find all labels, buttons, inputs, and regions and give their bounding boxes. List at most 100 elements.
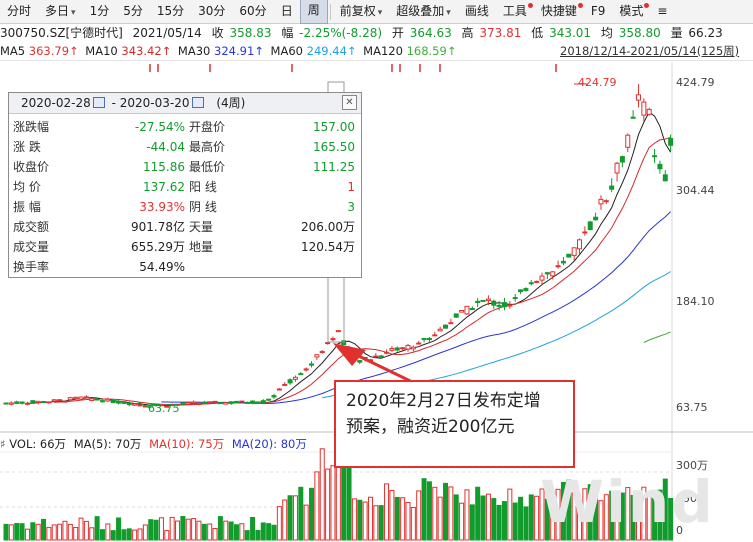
tab-multi-day[interactable]: 多日 ▾ bbox=[38, 0, 83, 23]
low-mark-label: 63.75 bbox=[148, 402, 180, 415]
stat-row: 地量 120.54万 bbox=[189, 237, 355, 257]
candle-body bbox=[287, 379, 293, 384]
candle-body bbox=[325, 342, 331, 345]
end-date[interactable]: 2020-03-20 bbox=[119, 96, 190, 110]
candle-body bbox=[169, 403, 175, 406]
tab-daily[interactable]: 日 bbox=[280, 4, 293, 18]
tab-15min[interactable]: 15分 bbox=[156, 4, 185, 18]
volume-bar bbox=[357, 499, 363, 541]
volume-bar bbox=[480, 495, 486, 541]
volume-bar bbox=[250, 516, 256, 541]
volume-bar bbox=[501, 501, 507, 541]
candle-body bbox=[448, 322, 454, 325]
candle-body bbox=[24, 402, 30, 405]
high-mark-label: 424.79 bbox=[578, 76, 617, 89]
volume-bar bbox=[191, 518, 197, 541]
volume-bar bbox=[389, 489, 395, 541]
candle-body bbox=[239, 400, 245, 403]
f9-button[interactable]: F9 bbox=[590, 4, 606, 18]
calendar-icon[interactable] bbox=[92, 97, 105, 108]
shortcuts-button[interactable]: 快捷键 bbox=[534, 0, 584, 23]
candle-body bbox=[603, 200, 609, 203]
volume-bar bbox=[384, 483, 390, 541]
candle-body bbox=[566, 253, 572, 258]
candle-body bbox=[51, 399, 57, 402]
price-tick: 304.44 bbox=[676, 184, 715, 197]
stat-value: 115.86 bbox=[143, 160, 185, 174]
candle-body bbox=[362, 356, 368, 360]
candle-body bbox=[217, 402, 223, 405]
volume-bar bbox=[185, 518, 191, 541]
volume-bar bbox=[421, 478, 427, 541]
high-label: 高 bbox=[461, 26, 474, 40]
tab-intraday[interactable]: 分时 bbox=[7, 4, 32, 18]
stock-code: 300750.SZ[宁德时代] bbox=[0, 26, 123, 40]
candle-body bbox=[330, 338, 336, 341]
volume-bar bbox=[233, 524, 239, 541]
volume-bar bbox=[201, 523, 207, 541]
candle-body bbox=[469, 308, 475, 311]
vol-expand-icon[interactable]: ♯ bbox=[0, 437, 6, 451]
mode-button[interactable]: 模式 bbox=[612, 0, 650, 23]
volume-bar bbox=[126, 528, 132, 541]
candle-body bbox=[255, 401, 261, 404]
stat-row: 开盘价 157.00 bbox=[189, 117, 355, 137]
candle-body bbox=[175, 403, 181, 406]
draw-line-button[interactable]: 画线 bbox=[464, 4, 489, 18]
tools-label: 工具 bbox=[502, 4, 527, 18]
volume-bar bbox=[30, 522, 36, 541]
close-icon[interactable]: ✕ bbox=[342, 95, 357, 110]
candle-body bbox=[164, 405, 170, 408]
tab-weekly[interactable]: 周 bbox=[299, 0, 328, 24]
tab-30min[interactable]: 30分 bbox=[198, 4, 226, 18]
tab-60min[interactable]: 60分 bbox=[239, 4, 267, 18]
candle-body bbox=[646, 108, 652, 115]
price-tick: 63.75 bbox=[676, 401, 708, 414]
change-value: -2.25%(-8.28) bbox=[299, 26, 383, 40]
volume-bar bbox=[14, 523, 20, 541]
super-overlay-dropdown[interactable]: 超级叠加 ▾ bbox=[389, 0, 458, 23]
super-overlay-label: 超级叠加 bbox=[396, 4, 445, 18]
low-value: 343.01 bbox=[549, 26, 592, 40]
price-tick: 184.10 bbox=[676, 295, 715, 308]
candle-body bbox=[73, 396, 79, 400]
stat-value: -44.04 bbox=[146, 140, 185, 154]
ma5-label: MA5 bbox=[0, 44, 26, 58]
start-date[interactable]: 2020-02-28 bbox=[21, 96, 91, 110]
notification-dot bbox=[644, 3, 650, 8]
candle-body bbox=[260, 400, 266, 404]
candle-body bbox=[357, 360, 363, 363]
candle-body bbox=[271, 395, 277, 398]
candle-body bbox=[657, 163, 663, 170]
candle-body bbox=[346, 348, 352, 351]
candle-body bbox=[196, 402, 202, 405]
ma-line bbox=[643, 331, 671, 343]
stat-row: 均 价 137.62 bbox=[13, 177, 185, 197]
volume-bar bbox=[405, 501, 411, 541]
candle-body bbox=[207, 401, 213, 404]
candle-body bbox=[303, 368, 309, 371]
volume-bar bbox=[51, 524, 57, 541]
tab-5min[interactable]: 5分 bbox=[123, 4, 143, 18]
date-range[interactable]: 2018/12/14-2021/05/14(125周) bbox=[560, 44, 740, 58]
annotation-line1: 2020年2月27日发布定增 bbox=[346, 391, 541, 411]
tools-button[interactable]: 工具 bbox=[496, 0, 534, 23]
volume-bar bbox=[410, 507, 416, 541]
candle-body bbox=[518, 289, 524, 293]
candle-body bbox=[185, 402, 191, 405]
adjust-forward-dropdown[interactable]: 前复权 ▾ bbox=[333, 0, 390, 23]
candle-body bbox=[62, 400, 68, 403]
volume-bar bbox=[319, 448, 325, 541]
vol-label: VOL: 66万 bbox=[9, 437, 67, 451]
calendar-icon[interactable] bbox=[191, 97, 204, 108]
stat-row: 收盘价 115.86 bbox=[13, 157, 185, 177]
stat-value: 54.49% bbox=[139, 260, 185, 274]
volume-bar bbox=[416, 490, 422, 541]
candle-body bbox=[485, 298, 491, 302]
candle-body bbox=[641, 101, 647, 116]
ma30-label: MA30 bbox=[177, 44, 211, 58]
tab-1min[interactable]: 1分 bbox=[89, 4, 110, 18]
menu-icon[interactable]: ≡ bbox=[657, 4, 668, 18]
volume-bar bbox=[212, 527, 218, 541]
ma30-value: 324.91↑ bbox=[214, 44, 264, 58]
